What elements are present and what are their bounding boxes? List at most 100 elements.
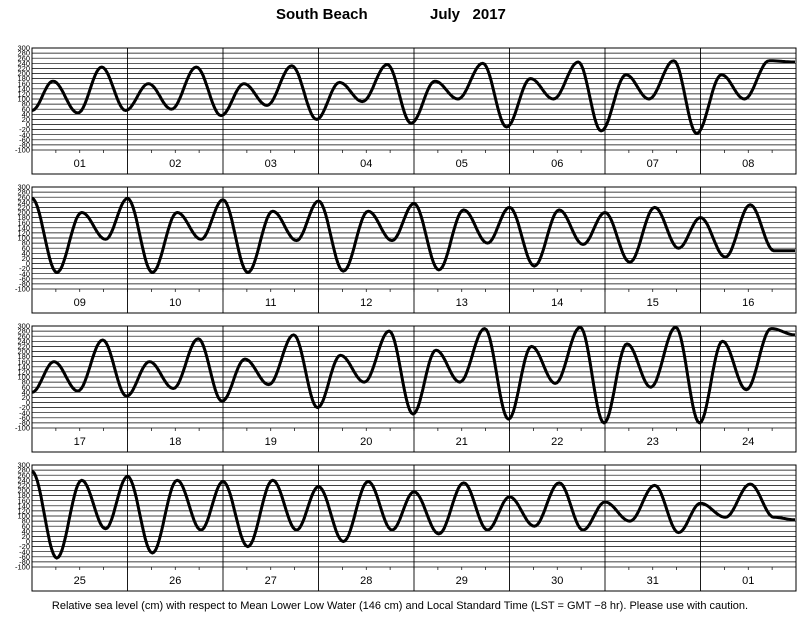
y-tick-label: 280 (17, 466, 30, 475)
y-tick-label: 40 (22, 110, 30, 119)
y-tick-label: 20 (22, 115, 30, 124)
y-tick-label: 80 (22, 517, 30, 526)
y-tick-label: 220 (17, 203, 30, 212)
day-label: 30 (551, 575, 563, 587)
y-tick-label: 180 (17, 213, 30, 222)
tide-panel-1: 3002802602402202001801601401201008060402… (15, 44, 797, 175)
panel-frame (31, 186, 797, 314)
y-tick-label: 120 (17, 229, 30, 238)
day-label: 24 (742, 436, 754, 448)
y-tick-label: 100 (17, 373, 30, 382)
station-name: South Beach (276, 6, 368, 23)
y-tick-label: 0 (26, 259, 30, 268)
y-tick-label: 60 (22, 105, 30, 114)
tide-curve (31, 197, 795, 274)
day-label: 12 (360, 297, 372, 309)
y-tick-label: -80 (19, 141, 30, 150)
day-label: 22 (551, 436, 563, 448)
y-tick-label: 200 (17, 69, 30, 78)
y-tick-label: 280 (17, 327, 30, 336)
footer-note: Relative sea level (cm) with respect to … (51, 600, 749, 612)
y-tick-label: 80 (22, 378, 30, 387)
y-tick-label: -60 (19, 552, 30, 561)
y-tick-label: -100 (15, 424, 30, 433)
day-label: 05 (456, 158, 468, 170)
y-tick-label: 260 (17, 193, 30, 202)
y-tick-label: 260 (17, 471, 30, 480)
y-tick-label: -20 (19, 403, 30, 412)
y-tick-label: 300 (17, 461, 30, 470)
y-tick-label: -60 (19, 413, 30, 422)
y-tick-label: 160 (17, 218, 30, 227)
y-tick-label: 240 (17, 337, 30, 346)
y-tick-label: 220 (17, 342, 30, 351)
y-tick-label: -100 (15, 563, 30, 572)
day-label: 29 (456, 575, 468, 587)
y-tick-label: -40 (19, 269, 30, 278)
y-tick-label: 0 (26, 537, 30, 546)
y-tick-label: 0 (26, 398, 30, 407)
day-label: 26 (169, 575, 181, 587)
y-tick-label: 140 (17, 501, 30, 510)
y-tick-label: 200 (17, 347, 30, 356)
y-tick-label: 300 (17, 44, 30, 53)
day-label: 16 (742, 297, 754, 309)
day-label: 31 (647, 575, 659, 587)
day-label: 15 (647, 297, 659, 309)
day-label: 02 (169, 158, 181, 170)
y-tick-label: 180 (17, 74, 30, 83)
day-label: 07 (647, 158, 659, 170)
panel-frame (31, 47, 797, 175)
day-label: 18 (169, 436, 181, 448)
y-tick-label: -20 (19, 542, 30, 551)
y-tick-label: -60 (19, 135, 30, 144)
y-tick-label: 60 (22, 244, 30, 253)
y-tick-label: -20 (19, 264, 30, 273)
y-tick-label: 260 (17, 54, 30, 63)
day-label: 13 (456, 297, 468, 309)
y-tick-label: 240 (17, 198, 30, 207)
y-tick-label: -100 (15, 146, 30, 155)
y-tick-label: 260 (17, 332, 30, 341)
y-tick-label: -80 (19, 280, 30, 289)
panel-frame (31, 325, 797, 453)
y-tick-label: 20 (22, 532, 30, 541)
day-label: 17 (74, 436, 86, 448)
y-tick-label: 240 (17, 59, 30, 68)
y-tick-label: 240 (17, 476, 30, 485)
day-label: 19 (265, 436, 277, 448)
y-tick-label: -60 (19, 274, 30, 283)
y-tick-label: 180 (17, 352, 30, 361)
day-label: 03 (265, 158, 277, 170)
tide-curve (31, 325, 796, 425)
day-label: 01 (742, 575, 754, 587)
y-tick-label: 280 (17, 49, 30, 58)
y-tick-label: 140 (17, 84, 30, 93)
y-tick-label: 120 (17, 368, 30, 377)
y-tick-label: 100 (17, 234, 30, 243)
y-tick-label: -80 (19, 558, 30, 567)
y-tick-label: 20 (22, 393, 30, 402)
y-tick-label: 20 (22, 254, 30, 263)
y-tick-label: -40 (19, 547, 30, 556)
month-year: July 2017 (430, 6, 506, 23)
panel-frame (31, 464, 797, 592)
day-label: 27 (265, 575, 277, 587)
tide-panel-2: 3002802602402202001801601401201008060402… (15, 183, 797, 314)
day-label: 01 (74, 158, 86, 170)
y-tick-label: 60 (22, 383, 30, 392)
day-label: 10 (169, 297, 181, 309)
tide-curve (31, 470, 795, 560)
day-label: 25 (74, 575, 86, 587)
tide-curve (31, 59, 795, 135)
y-tick-label: 180 (17, 491, 30, 500)
y-tick-label: 160 (17, 357, 30, 366)
day-label: 04 (360, 158, 372, 170)
y-tick-label: -80 (19, 419, 30, 428)
y-tick-label: 40 (22, 249, 30, 258)
y-tick-label: 140 (17, 362, 30, 371)
y-tick-label: -40 (19, 408, 30, 417)
y-tick-label: 140 (17, 223, 30, 232)
day-label: 20 (360, 436, 372, 448)
